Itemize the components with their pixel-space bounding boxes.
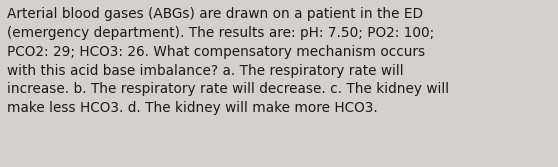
Text: Arterial blood gases (ABGs) are drawn on a patient in the ED
(emergency departme: Arterial blood gases (ABGs) are drawn on… <box>7 7 449 115</box>
